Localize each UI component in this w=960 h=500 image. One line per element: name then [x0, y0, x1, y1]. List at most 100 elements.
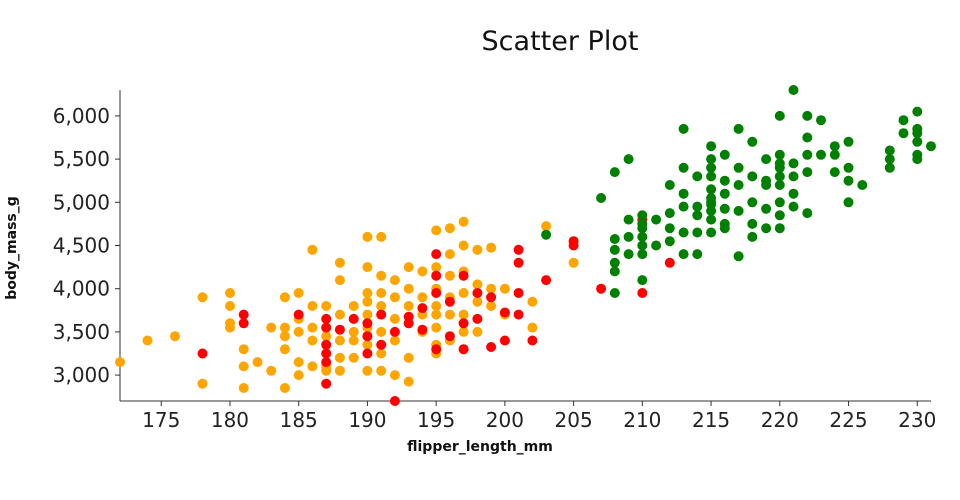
- data-point: [623, 154, 634, 165]
- data-point: [376, 288, 387, 298]
- data-point: [747, 171, 758, 182]
- data-point: [706, 162, 717, 173]
- data-point: [458, 270, 469, 281]
- data-point: [678, 123, 689, 134]
- data-point: [389, 313, 400, 324]
- data-point: [623, 249, 634, 260]
- data-point: [664, 223, 675, 234]
- data-point: [651, 214, 662, 225]
- data-point: [609, 266, 620, 277]
- data-point: [403, 318, 414, 329]
- data-point: [733, 180, 744, 190]
- data-point: [170, 331, 180, 342]
- data-point: [472, 313, 483, 324]
- data-point: [472, 279, 483, 290]
- data-point: [747, 231, 758, 242]
- data-point: [706, 227, 717, 238]
- data-point: [225, 288, 235, 298]
- data-point: [692, 171, 703, 182]
- data-point: [829, 141, 840, 152]
- data-point: [376, 348, 387, 359]
- y-tick-label: 4,500: [53, 234, 110, 258]
- data-point: [197, 348, 208, 359]
- data-point: [389, 335, 400, 346]
- data-point: [637, 240, 648, 251]
- data-point: [486, 242, 497, 253]
- data-point: [843, 175, 854, 186]
- data-point: [692, 249, 703, 260]
- data-point: [774, 197, 785, 208]
- data-point: [898, 115, 909, 126]
- data-point: [279, 344, 290, 355]
- data-point: [376, 365, 387, 376]
- data-point: [527, 322, 538, 333]
- chart-title: Scatter Plot: [482, 26, 639, 57]
- data-point: [321, 331, 332, 342]
- data-point: [609, 257, 620, 268]
- data-point: [431, 322, 442, 333]
- data-point: [362, 262, 373, 273]
- data-point: [788, 188, 799, 199]
- data-point: [403, 262, 414, 273]
- data-point: [472, 326, 483, 337]
- data-point: [403, 376, 414, 387]
- data-point: [692, 227, 703, 238]
- data-point: [499, 283, 510, 294]
- data-point: [843, 197, 854, 208]
- data-point: [486, 283, 497, 294]
- data-point: [376, 309, 387, 320]
- data-point: [279, 331, 290, 342]
- data-point: [115, 357, 125, 368]
- data-point: [252, 357, 263, 368]
- data-point: [761, 154, 772, 165]
- data-point: [802, 208, 813, 219]
- y-axis-title: body_mass_g: [4, 196, 20, 300]
- data-point: [307, 244, 318, 255]
- data-point: [692, 210, 703, 221]
- data-point: [225, 322, 235, 333]
- data-point: [238, 344, 249, 355]
- data-point: [637, 210, 648, 221]
- data-point: [293, 326, 304, 337]
- data-point: [912, 136, 923, 147]
- data-point: [334, 352, 345, 363]
- data-point: [527, 335, 538, 346]
- data-point: [293, 357, 304, 368]
- data-point: [678, 188, 689, 199]
- data-point: [389, 292, 400, 303]
- data-point: [719, 223, 730, 234]
- data-point: [362, 365, 373, 376]
- data-point: [527, 296, 538, 307]
- data-point: [706, 214, 717, 225]
- data-point: [637, 249, 648, 260]
- data-point: [541, 229, 552, 240]
- data-point: [431, 249, 442, 260]
- data-point: [403, 283, 414, 294]
- data-point: [719, 188, 730, 199]
- data-point: [802, 167, 813, 178]
- data-point: [706, 171, 717, 182]
- data-point: [637, 231, 648, 242]
- y-tick-label: 5,500: [53, 147, 110, 171]
- data-point: [706, 184, 717, 195]
- data-point: [348, 335, 359, 346]
- x-tick-label: 185: [280, 408, 318, 432]
- data-points: [115, 85, 936, 406]
- data-point: [389, 370, 400, 381]
- x-axis-title: flipper_length_mm: [407, 439, 553, 455]
- data-point: [678, 201, 689, 212]
- data-point: [362, 288, 373, 298]
- data-point: [678, 162, 689, 173]
- data-point: [499, 307, 510, 318]
- data-point: [362, 231, 373, 242]
- data-point: [307, 335, 318, 346]
- data-point: [321, 322, 332, 333]
- data-point: [761, 180, 772, 190]
- data-point: [898, 128, 909, 139]
- data-point: [431, 262, 442, 273]
- data-point: [431, 344, 442, 355]
- data-point: [431, 309, 442, 320]
- data-point: [307, 322, 318, 333]
- data-point: [541, 221, 552, 232]
- data-point: [513, 309, 524, 320]
